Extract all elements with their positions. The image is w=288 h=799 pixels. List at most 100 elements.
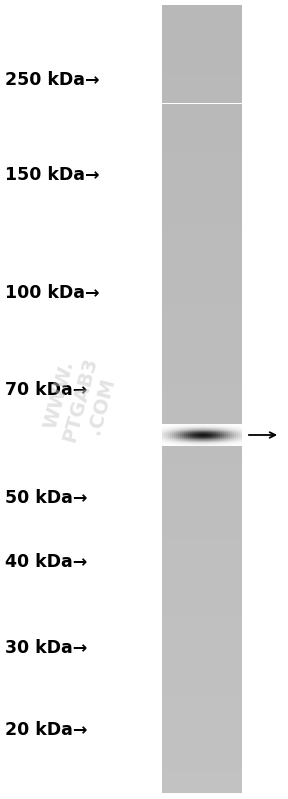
Bar: [162, 214, 242, 216]
Bar: [162, 166, 242, 169]
Bar: [162, 275, 242, 277]
Bar: [162, 5, 242, 7]
Bar: [162, 115, 242, 117]
Bar: [162, 121, 242, 123]
Bar: [162, 642, 242, 643]
Bar: [162, 185, 242, 186]
Bar: [162, 468, 242, 470]
Bar: [162, 616, 242, 618]
Bar: [162, 37, 242, 38]
Bar: [162, 749, 242, 752]
Bar: [162, 724, 242, 726]
Bar: [162, 56, 242, 58]
Bar: [162, 174, 242, 177]
Bar: [162, 15, 242, 17]
Bar: [162, 436, 242, 439]
Bar: [162, 539, 242, 541]
Bar: [162, 431, 242, 432]
Bar: [162, 578, 242, 580]
Bar: [162, 107, 242, 109]
Bar: [162, 376, 242, 377]
Bar: [162, 84, 242, 85]
Bar: [162, 68, 242, 70]
Bar: [162, 614, 242, 616]
Bar: [162, 280, 242, 283]
Bar: [162, 503, 242, 506]
Bar: [162, 123, 242, 125]
Text: 100 kDa→: 100 kDa→: [5, 284, 99, 302]
Bar: [162, 466, 242, 468]
Bar: [162, 373, 242, 376]
Bar: [162, 312, 242, 314]
Bar: [162, 439, 242, 440]
Bar: [162, 635, 242, 638]
Bar: [162, 236, 242, 237]
Bar: [162, 249, 242, 251]
Bar: [162, 462, 242, 464]
Bar: [162, 64, 242, 66]
Bar: [162, 529, 242, 531]
Bar: [162, 428, 242, 431]
Bar: [162, 360, 242, 362]
Bar: [162, 502, 242, 503]
Bar: [162, 97, 242, 100]
Bar: [162, 299, 242, 300]
Bar: [162, 139, 242, 141]
Bar: [162, 494, 242, 495]
Bar: [162, 769, 242, 771]
Bar: [162, 182, 242, 185]
Bar: [162, 564, 242, 566]
Bar: [162, 100, 242, 101]
Bar: [162, 562, 242, 564]
Bar: [162, 237, 242, 240]
Bar: [162, 81, 242, 84]
Bar: [162, 111, 242, 113]
Bar: [162, 88, 242, 89]
Bar: [162, 693, 242, 694]
Bar: [162, 271, 242, 273]
Bar: [162, 547, 242, 549]
Bar: [162, 420, 242, 423]
Bar: [162, 728, 242, 730]
Bar: [162, 389, 242, 392]
Bar: [162, 521, 242, 523]
Bar: [162, 358, 242, 360]
Bar: [162, 781, 242, 783]
Bar: [162, 45, 242, 46]
Bar: [162, 606, 242, 608]
Bar: [162, 753, 242, 756]
Bar: [162, 732, 242, 734]
Bar: [162, 785, 242, 787]
Bar: [162, 765, 242, 767]
Bar: [162, 54, 242, 56]
Bar: [162, 634, 242, 635]
Bar: [162, 705, 242, 706]
Bar: [162, 653, 242, 655]
Bar: [162, 291, 242, 292]
Bar: [162, 356, 242, 358]
Bar: [162, 590, 242, 592]
Bar: [162, 273, 242, 275]
Bar: [162, 490, 242, 491]
Bar: [162, 190, 242, 192]
Bar: [162, 643, 242, 646]
Bar: [162, 384, 242, 385]
Bar: [162, 452, 242, 454]
Bar: [162, 657, 242, 659]
Bar: [162, 13, 242, 15]
Bar: [162, 574, 242, 576]
Bar: [162, 580, 242, 582]
Bar: [162, 773, 242, 775]
Bar: [162, 248, 242, 249]
Bar: [162, 740, 242, 741]
Bar: [162, 336, 242, 338]
Bar: [162, 756, 242, 757]
Bar: [162, 483, 242, 486]
Bar: [162, 630, 242, 631]
Bar: [162, 392, 242, 393]
Bar: [162, 541, 242, 543]
Bar: [162, 665, 242, 667]
Bar: [162, 364, 242, 365]
Bar: [162, 149, 242, 151]
Bar: [162, 119, 242, 121]
